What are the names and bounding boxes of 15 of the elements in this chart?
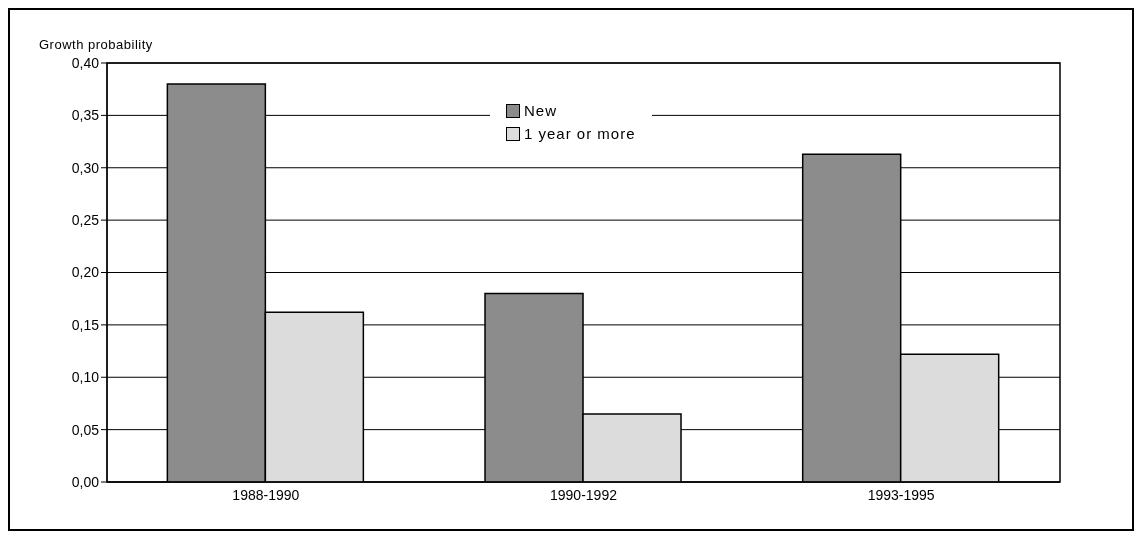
legend-label: New xyxy=(523,102,558,119)
y-tick-label: 0,20 xyxy=(71,264,100,281)
y-tick-label: 0,40 xyxy=(71,54,100,71)
legend-label: 1 year or more xyxy=(523,125,636,142)
x-tick-label: 1990-1992 xyxy=(550,486,618,503)
y-tick-label: 0,25 xyxy=(71,212,100,229)
x-tick-label: 1988-1990 xyxy=(232,486,300,503)
y-tick-label: 0,35 xyxy=(71,107,100,124)
y-tick-label: 0,10 xyxy=(71,369,100,386)
y-tick-label: 0,00 xyxy=(71,473,100,490)
x-tick-label: 1993-1995 xyxy=(867,486,935,503)
y-axis-title: Growth probability xyxy=(39,37,153,52)
y-tick-label: 0,15 xyxy=(71,316,100,333)
y-tick-label: 0,05 xyxy=(71,421,100,438)
y-tick-label: 0,30 xyxy=(71,159,100,176)
